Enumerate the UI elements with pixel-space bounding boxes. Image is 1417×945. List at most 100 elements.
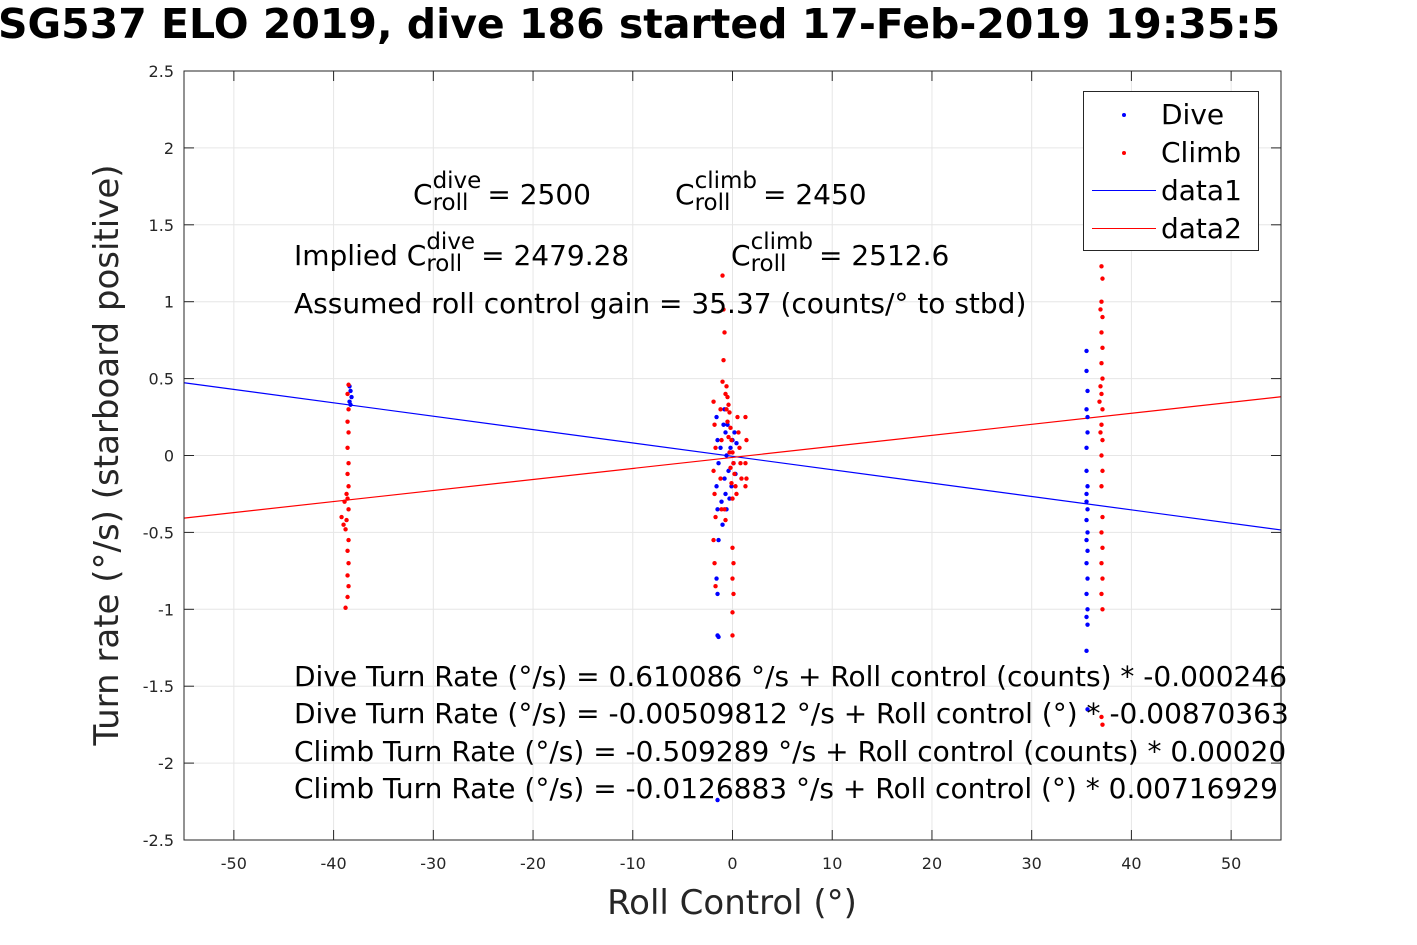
x-tick-label: 30 (1022, 854, 1042, 873)
fit-line-climb-degrees: Climb Turn Rate (°/s) = -0.0126883 °/s +… (294, 772, 1278, 805)
climb-point (345, 445, 350, 451)
climb-point (341, 522, 346, 527)
climb-point (720, 273, 725, 278)
x-tick-label: 0 (727, 854, 737, 873)
climb-point (346, 537, 351, 543)
climb-point (722, 330, 727, 335)
climb-point (725, 394, 730, 400)
climb-point (345, 419, 350, 424)
roll-gain-annotation: Assumed roll control gain = 35.37 (count… (294, 287, 1027, 320)
dive-point (1084, 614, 1089, 620)
climb-point (724, 407, 729, 412)
dive-point (714, 414, 719, 420)
climb-point (1100, 376, 1105, 381)
climb-point (342, 499, 347, 504)
climb-point (346, 460, 351, 466)
climb-point (730, 610, 735, 615)
climb-point (1098, 307, 1103, 312)
legend-data2-line (1092, 228, 1156, 229)
dive-point (724, 453, 729, 458)
climb-point (743, 460, 748, 466)
climb-point (712, 491, 717, 497)
dive-point (1084, 407, 1089, 412)
climb-point (1099, 299, 1104, 304)
legend-item-data2: data2 (1084, 210, 1258, 248)
dive-point (1085, 530, 1090, 535)
dive-point (732, 430, 737, 435)
climb-point (346, 484, 351, 489)
climb-point (346, 507, 351, 512)
fit-line-dive-degrees: Dive Turn Rate (°/s) = -0.00509812 °/s +… (294, 697, 1289, 730)
dive-point (1085, 576, 1090, 581)
climb-point (1099, 591, 1104, 597)
dive-point (1084, 591, 1089, 597)
dive-point (716, 634, 721, 640)
dive-point (715, 591, 720, 597)
x-tick-label: 20 (922, 854, 942, 873)
climb-point (730, 545, 735, 550)
dive-point (734, 440, 739, 446)
climb-point (713, 514, 718, 520)
dive-point (1084, 491, 1089, 497)
climb-point (721, 357, 726, 363)
climb-point (1100, 545, 1105, 550)
climb-point (711, 537, 716, 543)
climb-point (730, 633, 735, 638)
climb-point (345, 496, 350, 501)
x-tick-label: 40 (1121, 854, 1141, 873)
climb-point (346, 382, 351, 387)
y-tick-label: -1 (158, 600, 174, 619)
dive-point (1085, 607, 1090, 612)
climb-point (1099, 560, 1104, 566)
dive-point (1084, 537, 1089, 543)
climb-point (1098, 384, 1103, 389)
dive-point (723, 430, 728, 435)
x-tick-label: 10 (822, 854, 842, 873)
climb-point (730, 576, 735, 581)
climb-point (720, 379, 725, 384)
dive-point (1084, 560, 1089, 566)
climb-point (1099, 453, 1104, 458)
climb-point (345, 471, 350, 477)
dive-point (720, 522, 725, 527)
dive-point (1085, 484, 1090, 489)
dive-point (348, 388, 353, 394)
x-axis-label: Roll Control (°) (607, 883, 857, 923)
climb-point (1100, 607, 1105, 612)
climb-point (726, 434, 731, 440)
climb-point (346, 584, 351, 589)
climb-point (344, 491, 349, 497)
x-tick-label: -40 (321, 854, 347, 873)
y-tick-label: 2 (164, 139, 174, 158)
climb-point (1100, 576, 1105, 581)
climb-point (343, 605, 348, 610)
climb-point (719, 437, 724, 443)
y-tick-label: 1 (164, 293, 174, 312)
x-tick-label: -30 (420, 854, 446, 873)
climb-point (1100, 314, 1105, 320)
climb-point (718, 476, 723, 481)
climb-point (1100, 437, 1105, 443)
climb-point (712, 422, 717, 427)
climb-point (1100, 276, 1105, 281)
dive-point (1085, 414, 1090, 420)
legend-climb-label: Climb (1161, 136, 1242, 169)
dive-point (728, 445, 733, 451)
dive-point (722, 476, 727, 481)
dive-point (1084, 499, 1089, 504)
x-tick-label: -20 (520, 854, 546, 873)
climb-point (1100, 722, 1105, 727)
dive-point (348, 402, 353, 407)
climb-point (346, 430, 351, 435)
climb-point (728, 425, 733, 431)
climb-point (731, 560, 736, 566)
dive-point (1085, 548, 1090, 554)
dive-point (1085, 507, 1090, 512)
climb-point (744, 437, 749, 443)
climb-point (344, 517, 349, 523)
climb-point (729, 437, 734, 443)
legend-dive-marker (1122, 113, 1126, 117)
legend-item-climb: Climb (1084, 134, 1258, 172)
